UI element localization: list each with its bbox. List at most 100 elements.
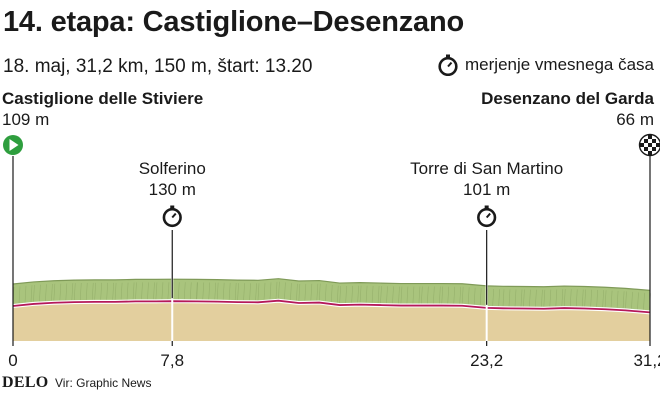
profile-texture-line — [339, 286, 341, 304]
profile-texture-line — [126, 282, 129, 300]
start-city-name: Castiglione delle Stiviere — [2, 89, 204, 108]
profile-texture-line — [421, 286, 423, 304]
profile-texture-line — [195, 282, 198, 300]
profile-texture-line — [467, 287, 470, 305]
profile-texture-line — [563, 289, 566, 307]
profile-texture-line — [316, 283, 319, 301]
profile-texture-line — [502, 289, 505, 307]
profile-texture-line — [400, 286, 403, 304]
source-credit: Vir: Graphic News — [55, 376, 152, 390]
profile-texture-line — [643, 292, 645, 310]
profile-texture-line — [135, 282, 137, 300]
profile-layer — [12, 278, 651, 341]
profile-texture-line — [569, 289, 572, 307]
profile-texture-line — [59, 283, 62, 301]
profile-texture-line — [177, 282, 180, 300]
profile-texture-line — [529, 289, 531, 307]
profile-texture-line — [100, 282, 102, 300]
profile-texture-line — [398, 286, 400, 304]
profile-texture-line — [79, 283, 82, 301]
waypoint-1: Solferino 130 m — [139, 159, 206, 341]
profile-texture-line — [290, 283, 292, 301]
stopwatch-icon — [477, 205, 497, 228]
profile-texture-line — [380, 286, 382, 304]
profile-texture-line — [269, 282, 272, 300]
profile-texture-line — [202, 282, 205, 300]
profile-texture-line — [33, 284, 35, 302]
profile-texture-line — [141, 282, 143, 300]
profile-texture-line — [508, 289, 511, 307]
stopwatch-hand — [171, 212, 177, 219]
profile-texture-line — [631, 291, 633, 309]
profile-texture-line — [625, 291, 627, 309]
profile-texture-line — [18, 286, 21, 304]
stopwatch-crown — [170, 205, 175, 209]
profile-texture-line — [275, 281, 278, 299]
profile-texture-line — [514, 289, 517, 307]
checkered-square — [644, 147, 648, 151]
profile-texture-line — [386, 286, 388, 304]
profile-texture-line — [596, 289, 598, 307]
checkered-square — [648, 143, 652, 147]
profile-texture-line — [523, 289, 525, 307]
profile-texture-line — [249, 283, 251, 301]
profile-texture-line — [357, 285, 359, 303]
checkered-flag-icon — [638, 133, 660, 157]
profile-texture-line — [459, 286, 462, 304]
stopwatch-crown — [484, 205, 489, 209]
profile-texture-line — [24, 285, 27, 303]
profile-texture-line — [318, 283, 321, 301]
profile-texture-line — [39, 284, 41, 302]
profile-texture-line — [406, 286, 409, 304]
x-tick-label: 31,2 — [633, 351, 660, 370]
waypoint-elevation: 101 m — [463, 180, 510, 199]
checkered-square — [648, 151, 652, 155]
checkered-square — [652, 147, 656, 151]
profile-texture-line — [304, 283, 307, 301]
profile-texture-line — [520, 289, 523, 307]
profile-texture-line — [336, 285, 339, 303]
profile-texture-line — [91, 282, 94, 300]
stopwatch-icon — [162, 205, 182, 228]
profile-texture-line — [255, 283, 257, 301]
profile-texture-line — [555, 289, 558, 307]
profile-texture-line — [377, 286, 380, 304]
profile-texture-line — [535, 289, 537, 307]
profile-texture-line — [345, 285, 347, 303]
legend-label: merjenje vmesnega časa — [465, 55, 654, 74]
x-tick-label: 23,2 — [470, 351, 503, 370]
stopwatch-hand — [485, 212, 491, 219]
profile-texture-line — [222, 282, 225, 300]
profile-texture-line — [234, 283, 237, 301]
profile-texture-line — [167, 282, 170, 300]
profile-texture-line — [371, 285, 374, 303]
profile-texture-line — [147, 282, 149, 300]
profile-texture-line — [581, 289, 584, 307]
profile-texture-line — [447, 286, 450, 304]
profile-texture-line — [330, 285, 333, 303]
profile-texture-line — [541, 289, 543, 307]
profile-texture-line — [284, 282, 286, 300]
profile-texture-line — [73, 283, 76, 301]
profile-texture-line — [492, 288, 494, 307]
x-tick-label: 7,8 — [160, 351, 184, 370]
profile-texture-line — [183, 282, 186, 300]
start-play-glyph — [9, 139, 19, 151]
profile-texture-line — [94, 282, 96, 300]
profile-texture-line — [120, 282, 123, 300]
profile-texture-line — [392, 286, 394, 304]
checkered-square — [644, 139, 648, 143]
profile-texture-line — [296, 283, 298, 301]
profile-texture-line — [473, 287, 476, 305]
profile-texture-line — [604, 290, 607, 308]
profile-texture-line — [439, 286, 441, 304]
start-elevation: 109 m — [2, 110, 50, 129]
profile-texture-line — [189, 282, 192, 300]
profile-texture-line — [616, 290, 619, 308]
profile-texture-line — [418, 286, 421, 304]
waypoint-name: Torre di San Martino — [410, 159, 563, 178]
profile-texture-line — [433, 286, 435, 304]
profile-texture-line — [479, 288, 482, 306]
profile-texture-line — [359, 285, 362, 303]
finish-city-name: Desenzano del Garda — [481, 89, 654, 108]
